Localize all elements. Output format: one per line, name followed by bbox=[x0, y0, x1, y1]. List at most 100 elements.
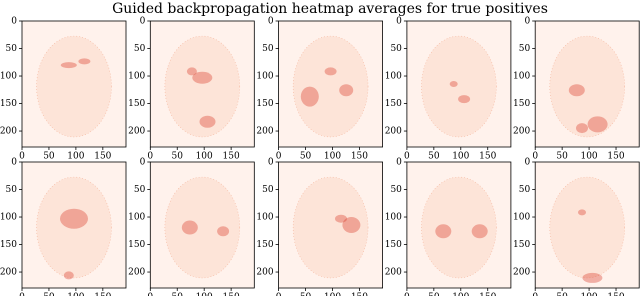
x-tick-label: 50 bbox=[43, 152, 55, 162]
brain-outline bbox=[36, 176, 112, 279]
brain-outline bbox=[164, 35, 241, 138]
x-tick-label: 150 bbox=[607, 152, 624, 162]
y-tick-label: 150 bbox=[513, 99, 530, 109]
activation-blob bbox=[192, 71, 213, 84]
x-tick-label: 100 bbox=[196, 152, 213, 162]
activation-blob bbox=[582, 272, 603, 283]
y-tick-label: 0 bbox=[396, 17, 402, 27]
heatmap-panel: 0 50 100 150 0 50 100 150 200 bbox=[256, 158, 384, 296]
brain-outline bbox=[421, 35, 497, 138]
heatmap-panel: 0 50 100 150 0 50 100 150 200 bbox=[0, 158, 127, 296]
x-tick-label: 0 bbox=[404, 152, 410, 162]
y-tick-label: 200 bbox=[0, 268, 17, 278]
y-tick-label: 0 bbox=[140, 17, 146, 27]
activation-blob bbox=[471, 224, 488, 239]
axes-frame bbox=[278, 161, 384, 289]
x-tick-label: 0 bbox=[276, 293, 282, 296]
y-tick-label: 150 bbox=[385, 240, 402, 250]
y-tick-label: 100 bbox=[256, 72, 273, 82]
y-tick-label: 100 bbox=[128, 213, 145, 223]
y-tick-label: 200 bbox=[513, 268, 530, 278]
x-tick-label: 0 bbox=[19, 152, 25, 162]
y-tick-label: 100 bbox=[513, 213, 530, 223]
x-tick-label: 100 bbox=[324, 293, 341, 296]
activation-blob bbox=[576, 123, 588, 134]
x-tick-label: 150 bbox=[94, 293, 111, 296]
x-tick-label: 50 bbox=[300, 293, 312, 296]
x-tick-label: 100 bbox=[67, 152, 84, 162]
y-tick-label: 0 bbox=[524, 158, 530, 168]
y-tick-label: 50 bbox=[262, 44, 274, 54]
axes-frame bbox=[21, 20, 127, 148]
y-tick-label: 0 bbox=[11, 158, 17, 168]
x-tick-label: 100 bbox=[324, 152, 341, 162]
x-tick-label: 100 bbox=[452, 293, 469, 296]
heatmap-panel: 0 50 100 150 0 50 100 150 200 bbox=[0, 17, 127, 162]
activation-blob bbox=[60, 62, 77, 69]
y-tick-label: 100 bbox=[513, 72, 530, 82]
brain-outline bbox=[164, 176, 241, 279]
y-tick-label: 50 bbox=[519, 185, 531, 195]
y-tick-label: 200 bbox=[0, 127, 17, 137]
activation-blob bbox=[324, 67, 337, 76]
axes-frame bbox=[278, 20, 384, 148]
activation-blob bbox=[568, 84, 585, 97]
activation-blob bbox=[199, 115, 216, 128]
axes-frame bbox=[149, 20, 255, 148]
y-tick-label: 100 bbox=[385, 213, 402, 223]
x-tick-label: 50 bbox=[428, 293, 440, 296]
x-tick-label: 0 bbox=[532, 293, 538, 296]
x-tick-label: 50 bbox=[556, 152, 568, 162]
x-tick-label: 150 bbox=[479, 293, 496, 296]
y-tick-label: 100 bbox=[385, 72, 402, 82]
heatmap-panel: 0 50 100 150 0 50 100 150 200 bbox=[513, 158, 640, 296]
activation-blob bbox=[339, 84, 354, 97]
brain-outline bbox=[549, 35, 625, 138]
y-tick-label: 100 bbox=[0, 72, 17, 82]
activation-blob bbox=[435, 224, 452, 239]
x-tick-label: 50 bbox=[428, 152, 440, 162]
y-tick-label: 200 bbox=[256, 127, 273, 137]
x-tick-label: 150 bbox=[607, 293, 624, 296]
activation-blob bbox=[78, 58, 91, 65]
activation-blob bbox=[186, 67, 197, 76]
heatmap-panel: 0 50 100 150 0 50 100 150 200 bbox=[256, 17, 384, 162]
axes-frame bbox=[406, 20, 512, 148]
heatmap-panel: 0 50 100 150 0 50 100 150 200 bbox=[128, 17, 255, 162]
x-tick-label: 0 bbox=[276, 152, 282, 162]
y-tick-label: 0 bbox=[268, 158, 274, 168]
y-tick-label: 50 bbox=[390, 44, 402, 54]
x-tick-label: 50 bbox=[43, 293, 55, 296]
y-tick-label: 100 bbox=[0, 213, 17, 223]
y-tick-label: 50 bbox=[134, 185, 146, 195]
y-tick-label: 0 bbox=[524, 17, 530, 27]
x-tick-label: 0 bbox=[19, 293, 25, 296]
y-tick-label: 200 bbox=[256, 268, 273, 278]
y-tick-label: 150 bbox=[256, 240, 273, 250]
y-tick-label: 0 bbox=[268, 17, 274, 27]
activation-blob bbox=[458, 95, 471, 104]
axes-frame bbox=[534, 161, 640, 289]
y-tick-label: 200 bbox=[385, 127, 402, 137]
activation-blob bbox=[342, 217, 361, 233]
activation-blob bbox=[60, 208, 88, 229]
heatmap-panel: 0 50 100 150 0 50 100 150 200 bbox=[128, 158, 255, 296]
x-tick-label: 0 bbox=[404, 293, 410, 296]
activation-blob bbox=[300, 86, 319, 107]
brain-outline bbox=[421, 176, 497, 279]
y-tick-label: 200 bbox=[513, 127, 530, 137]
axes-frame bbox=[149, 161, 255, 289]
axes-frame bbox=[406, 161, 512, 289]
x-tick-label: 100 bbox=[67, 293, 84, 296]
activation-blob bbox=[587, 116, 608, 133]
x-tick-label: 150 bbox=[351, 293, 368, 296]
y-tick-label: 50 bbox=[262, 185, 274, 195]
y-tick-label: 200 bbox=[128, 127, 145, 137]
y-tick-label: 100 bbox=[256, 213, 273, 223]
y-tick-label: 50 bbox=[134, 44, 146, 54]
x-tick-label: 0 bbox=[532, 152, 538, 162]
x-tick-label: 150 bbox=[223, 152, 240, 162]
y-tick-label: 150 bbox=[385, 99, 402, 109]
x-tick-label: 150 bbox=[94, 152, 111, 162]
